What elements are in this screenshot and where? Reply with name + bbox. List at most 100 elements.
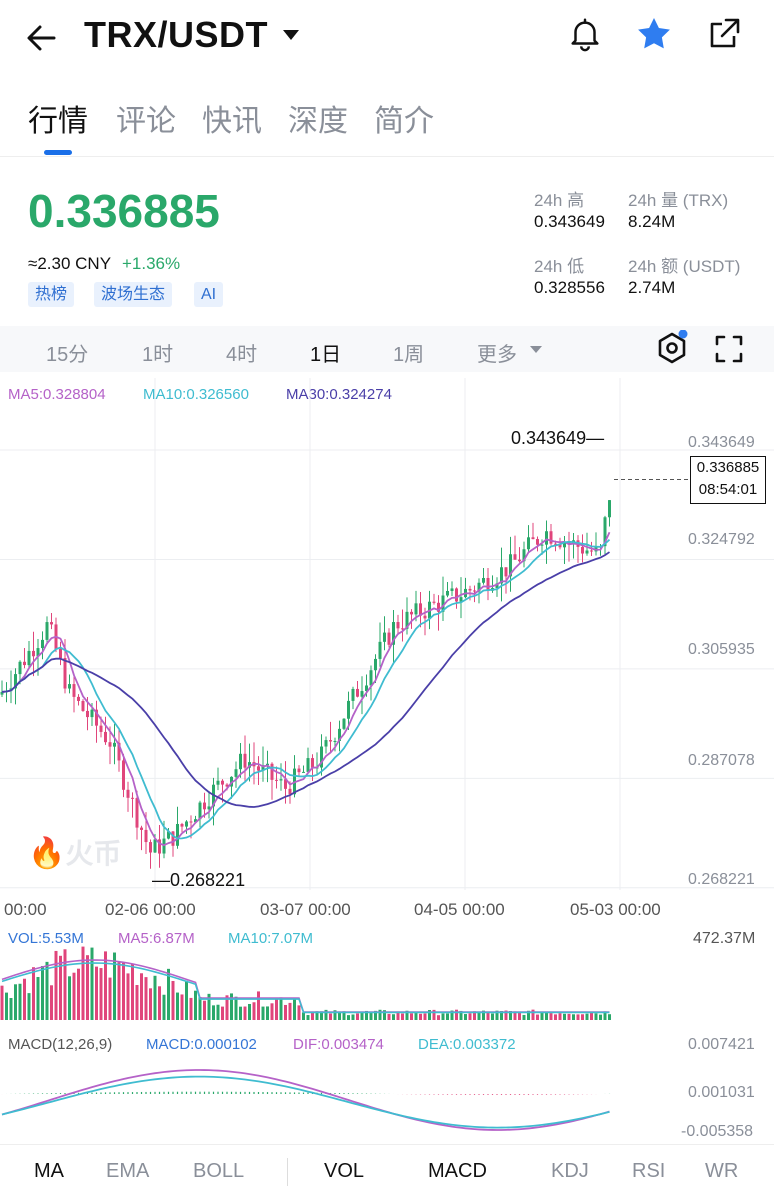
volume-bar (342, 1011, 346, 1020)
period-1h[interactable]: 1时 (142, 344, 174, 366)
volume-bar (414, 1013, 418, 1020)
volume-bar (504, 1010, 508, 1020)
tag-tron-eco[interactable]: 波场生态 (94, 282, 173, 307)
candle-body (347, 700, 350, 719)
star-icon[interactable] (634, 14, 674, 54)
volume-bar (347, 1015, 350, 1020)
candle-body (540, 544, 544, 546)
tab-comments[interactable]: 评论 (116, 105, 176, 138)
candle-body (558, 544, 562, 548)
pair-title[interactable]: TRX/USDT (84, 14, 268, 55)
volume-bar (473, 1011, 476, 1020)
tab-market[interactable]: 行情 (28, 105, 88, 138)
tag-ai[interactable]: AI (194, 282, 224, 307)
indicator-macd[interactable]: MACD (428, 1160, 487, 1182)
volume-bar (383, 1010, 386, 1020)
candle-body (545, 531, 548, 545)
cny-price: ≈2.30 CNY (28, 254, 112, 273)
volume-bar (581, 1014, 584, 1020)
period-1w[interactable]: 1周 (393, 344, 425, 366)
volume-bar (450, 1010, 454, 1020)
indicator-kdj[interactable]: KDJ (551, 1160, 589, 1182)
volume-chart[interactable] (0, 926, 774, 1034)
share-icon[interactable] (704, 14, 744, 54)
indicator-vol[interactable]: VOL (324, 1160, 365, 1182)
indicator-ma[interactable]: MA (34, 1160, 64, 1182)
candle-body (216, 780, 220, 785)
x-tick: 05-03 00:00 (570, 900, 661, 919)
candle-body (122, 760, 125, 790)
main-tabs: 行情 评论 快讯 深度 简介 (0, 96, 774, 154)
volume-bar (108, 977, 112, 1020)
macd-y-tick: -0.005358 (681, 1123, 754, 1140)
candle-body (477, 582, 481, 592)
candle-body (369, 670, 373, 686)
indicator-ema[interactable]: EMA (106, 1160, 150, 1182)
candle-body (410, 611, 413, 615)
volume-bar (284, 1004, 287, 1020)
bell-icon[interactable] (566, 14, 604, 54)
candle-body (158, 839, 161, 854)
volume-bar (5, 992, 8, 1020)
candle-body (419, 603, 422, 616)
stat-high-value: 0.343649 (534, 212, 605, 231)
indicator-rsi[interactable]: RSI (632, 1160, 666, 1182)
back-arrow-icon[interactable] (22, 18, 62, 58)
tag-hot[interactable]: 热榜 (28, 282, 75, 307)
period-4h[interactable]: 4时 (226, 344, 258, 366)
volume-bar (288, 1002, 292, 1020)
candle-body (288, 788, 292, 795)
tab-intro[interactable]: 简介 (374, 105, 434, 138)
volume-bar (216, 1004, 220, 1020)
volume-bar (203, 1000, 206, 1020)
volume-bar (131, 963, 134, 1020)
candle-body (32, 650, 35, 657)
candle-body (81, 700, 85, 711)
tab-depth[interactable]: 深度 (288, 105, 348, 138)
candlestick-chart[interactable] (0, 378, 774, 898)
candle-body (387, 632, 391, 645)
volume-bar (311, 1012, 314, 1020)
volume-bar (405, 1010, 409, 1020)
candle-body (99, 725, 103, 732)
volume-bar (594, 1013, 598, 1020)
volume-bar (167, 968, 170, 1020)
candle-body (86, 710, 89, 718)
volume-bar (531, 1009, 535, 1020)
candle-body (585, 550, 589, 554)
divider (0, 156, 774, 157)
chart-settings-icon[interactable] (654, 330, 690, 366)
candle-body (581, 546, 584, 554)
candle-body (50, 622, 53, 625)
volume-bar (14, 984, 17, 1020)
low-marker-value: 0.268221 (170, 870, 246, 890)
volume-bar (360, 1012, 364, 1020)
period-more[interactable]: 更多 (477, 344, 517, 366)
candle-body (423, 615, 427, 619)
volume-bar (225, 995, 229, 1020)
candle-body (36, 648, 40, 657)
indicator-boll[interactable]: BOLL (193, 1160, 245, 1182)
tab-news[interactable]: 快讯 (202, 105, 262, 138)
macd-chart[interactable] (0, 1034, 774, 1144)
candle-body (284, 779, 287, 789)
volume-bar (207, 993, 211, 1020)
dropdown-caret-icon[interactable] (283, 30, 299, 40)
volume-bar (558, 1013, 562, 1020)
volume-bar (212, 1005, 215, 1020)
volume-bar (446, 1013, 449, 1020)
period-15m[interactable]: 15分 (46, 344, 89, 366)
candle-body (279, 779, 283, 781)
candle-body (297, 768, 301, 773)
volume-bar (230, 993, 233, 1020)
fullscreen-icon[interactable] (714, 334, 744, 364)
candle-body (342, 718, 346, 729)
indicator-wr[interactable]: WR (705, 1160, 739, 1182)
volume-bar (23, 978, 26, 1020)
candle-body (522, 549, 526, 562)
top-bar: TRX/USDT (0, 0, 774, 80)
period-1d[interactable]: 1日 (310, 344, 342, 366)
volume-bar (536, 1014, 539, 1020)
candle-body (207, 806, 211, 810)
ma5-legend: MA5:0.328804 (8, 386, 106, 403)
